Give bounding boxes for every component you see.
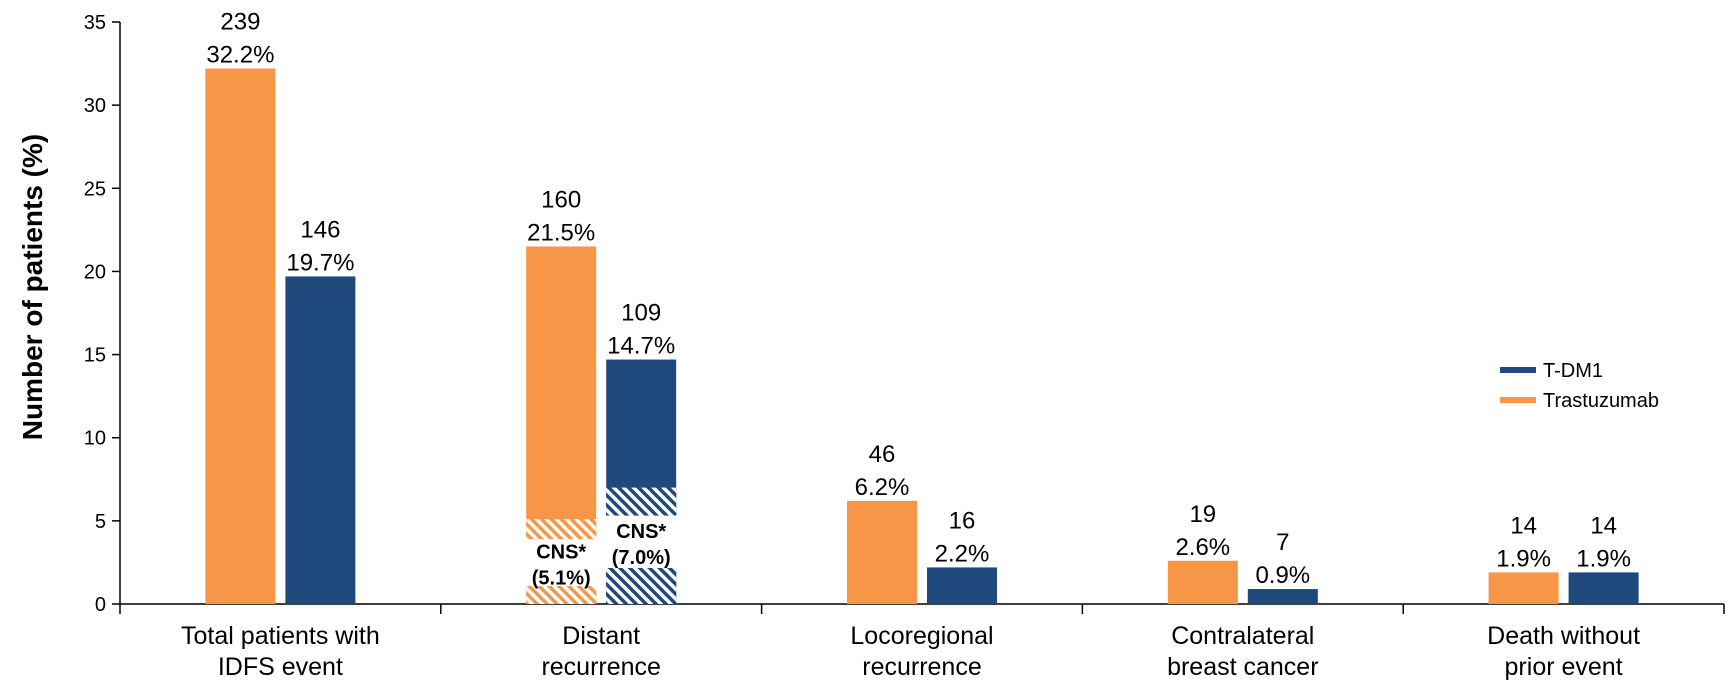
cns-label-box-trastuzumab <box>524 539 599 586</box>
x-category-label-3-0: Contralateral <box>1171 622 1314 650</box>
count-label-t-dm1-1: 109 <box>621 300 661 327</box>
count-label-t-dm1-2: 16 <box>949 507 976 534</box>
bar-trastuzumab-4 <box>1488 572 1559 604</box>
x-category-label-0-0: Total patients with <box>181 622 380 650</box>
bar-trastuzumab-3 <box>1167 560 1238 604</box>
x-category-label-3-1: breast cancer <box>1167 653 1318 681</box>
value-label-t-dm1-3: 0.9% <box>1255 562 1310 589</box>
cns-label-trastuzumab-line1: CNS* <box>536 542 586 564</box>
y-tick-label-15: 15 <box>84 345 106 367</box>
count-label-trastuzumab-2: 46 <box>869 441 896 468</box>
value-label-t-dm1-4: 1.9% <box>1576 545 1631 572</box>
y-tick-label-25: 25 <box>84 178 106 200</box>
bars <box>205 68 1639 604</box>
value-label-trastuzumab-2: 6.2% <box>855 474 910 501</box>
value-label-t-dm1-0: 19.7% <box>286 249 354 276</box>
bar-t-dm1-0 <box>285 276 356 604</box>
x-axis: Total patients with IDFS event Distant recu… <box>119 603 1725 681</box>
y-tick-label-35: 35 <box>84 12 106 34</box>
bar-t-dm1-3 <box>1247 589 1318 604</box>
value-label-trastuzumab-4: 1.9% <box>1496 545 1551 572</box>
x-category-label-4-0: Death without <box>1487 622 1640 650</box>
x-category-label-1-1: recurrence <box>541 653 661 681</box>
count-label-t-dm1-0: 146 <box>300 216 340 243</box>
cns-label-t-dm1-line2: (7.0%) <box>612 547 671 569</box>
x-category-label-4-1: prior event <box>1505 653 1623 681</box>
y-tick-label-10: 10 <box>84 428 106 450</box>
cns-label-t-dm1-line1: CNS* <box>616 521 666 543</box>
count-label-t-dm1-4: 14 <box>1590 512 1617 539</box>
data-labels: 32.2% 239 21.5% 160 6.2% 46 2.6% 19 1.9% 14 19.7% 1… <box>206 9 1631 590</box>
x-category-label-0-1: IDFS event <box>218 653 343 681</box>
cns-label-trastuzumab-line2: (5.1%) <box>532 568 591 590</box>
y-tick-label-5: 5 <box>95 511 106 533</box>
count-label-t-dm1-3: 7 <box>1276 529 1289 556</box>
bar-trastuzumab-0 <box>205 68 276 604</box>
count-label-trastuzumab-3: 19 <box>1189 501 1216 528</box>
bar-t-dm1-4 <box>1568 572 1639 604</box>
count-label-trastuzumab-4: 14 <box>1510 512 1537 539</box>
y-axis: 0 5 10 15 20 25 30 35 <box>84 12 121 616</box>
legend-label-tdm1: T-DM1 <box>1543 360 1603 382</box>
bar-t-dm1-2 <box>927 567 997 604</box>
cns-label-box-t-dm1 <box>604 515 679 568</box>
value-label-t-dm1-1: 14.7% <box>607 333 675 360</box>
value-label-trastuzumab-3: 2.6% <box>1175 534 1230 561</box>
value-label-t-dm1-2: 2.2% <box>935 540 990 567</box>
legend-label-trastuzumab: Trastuzumab <box>1543 390 1659 412</box>
x-category-label-2-1: recurrence <box>862 653 982 681</box>
legend: T-DM1 Trastuzumab <box>1500 360 1659 412</box>
count-label-trastuzumab-1: 160 <box>541 186 581 213</box>
x-category-label-2-0: Locoregional <box>850 622 993 650</box>
value-label-trastuzumab-1: 21.5% <box>527 219 595 246</box>
count-label-trastuzumab-0: 239 <box>220 9 260 36</box>
value-label-trastuzumab-0: 32.2% <box>206 42 274 69</box>
y-tick-label-30: 30 <box>84 95 106 117</box>
y-tick-label-0: 0 <box>95 594 106 616</box>
y-axis-title: Number of patients (%) <box>17 134 48 440</box>
bar-trastuzumab-2 <box>847 500 917 604</box>
y-tick-label-20: 20 <box>84 261 106 283</box>
x-category-label-1-0: Distant <box>562 622 640 650</box>
